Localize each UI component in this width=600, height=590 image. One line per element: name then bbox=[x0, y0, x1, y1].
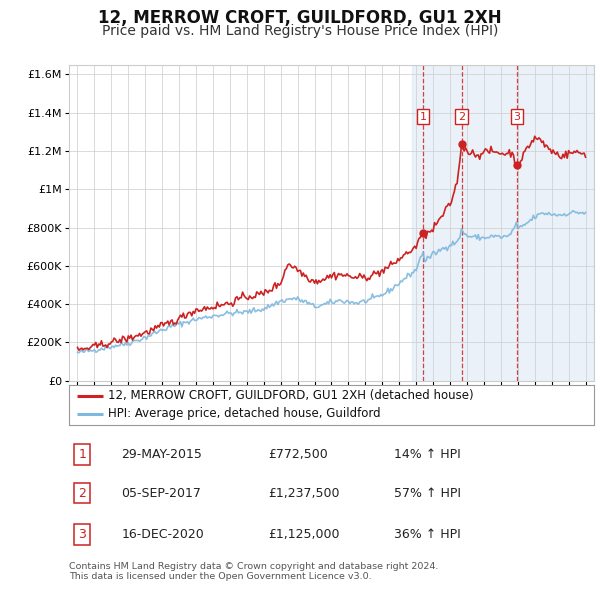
Text: 1: 1 bbox=[419, 112, 427, 122]
Text: £772,500: £772,500 bbox=[269, 448, 328, 461]
Text: 3: 3 bbox=[78, 528, 86, 541]
Text: Contains HM Land Registry data © Crown copyright and database right 2024.: Contains HM Land Registry data © Crown c… bbox=[69, 562, 439, 571]
Text: 2: 2 bbox=[78, 487, 86, 500]
Text: 57% ↑ HPI: 57% ↑ HPI bbox=[395, 487, 461, 500]
Text: 29-MAY-2015: 29-MAY-2015 bbox=[121, 448, 202, 461]
Text: 1: 1 bbox=[78, 448, 86, 461]
Text: 14% ↑ HPI: 14% ↑ HPI bbox=[395, 448, 461, 461]
Text: 12, MERROW CROFT, GUILDFORD, GU1 2XH (detached house): 12, MERROW CROFT, GUILDFORD, GU1 2XH (de… bbox=[109, 389, 474, 402]
Text: 12, MERROW CROFT, GUILDFORD, GU1 2XH: 12, MERROW CROFT, GUILDFORD, GU1 2XH bbox=[98, 9, 502, 27]
Text: 05-SEP-2017: 05-SEP-2017 bbox=[121, 487, 202, 500]
Bar bbox=[412, 65, 594, 381]
Text: £1,237,500: £1,237,500 bbox=[269, 487, 340, 500]
Text: HPI: Average price, detached house, Guildford: HPI: Average price, detached house, Guil… bbox=[109, 408, 381, 421]
Text: Price paid vs. HM Land Registry's House Price Index (HPI): Price paid vs. HM Land Registry's House … bbox=[102, 24, 498, 38]
Text: 36% ↑ HPI: 36% ↑ HPI bbox=[395, 528, 461, 541]
Text: £1,125,000: £1,125,000 bbox=[269, 528, 340, 541]
Text: 3: 3 bbox=[514, 112, 521, 122]
Text: This data is licensed under the Open Government Licence v3.0.: This data is licensed under the Open Gov… bbox=[69, 572, 371, 581]
Text: 2: 2 bbox=[458, 112, 465, 122]
Text: 16-DEC-2020: 16-DEC-2020 bbox=[121, 528, 204, 541]
